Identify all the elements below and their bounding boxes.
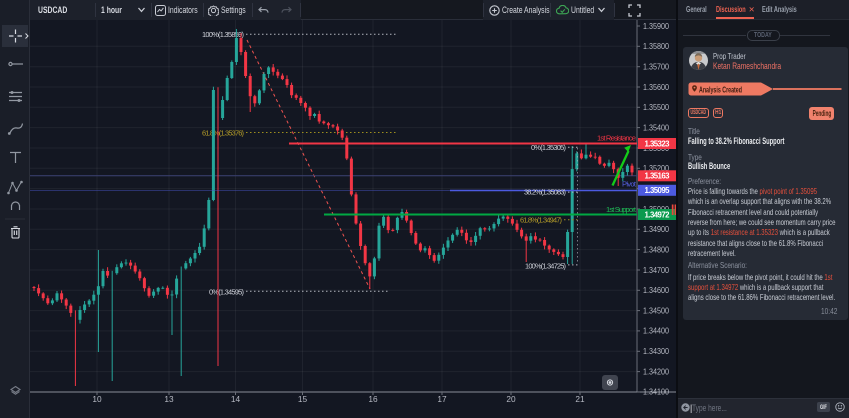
svg-text:1st Support: 1st Support [606, 205, 637, 214]
svg-text:1.35400: 1.35400 [643, 122, 669, 132]
svg-text:38.2%(1.35083): 38.2%(1.35083) [524, 188, 566, 197]
svg-text:15: 15 [298, 394, 308, 404]
svg-text:1.35000: 1.35000 [643, 204, 669, 214]
svg-text:17: 17 [437, 394, 447, 404]
svg-text:1.35163: 1.35163 [645, 172, 671, 181]
svg-text:1.34600: 1.34600 [643, 285, 669, 295]
svg-text:100%(1.34725): 100%(1.34725) [525, 261, 566, 270]
svg-text:1.35900: 1.35900 [643, 21, 669, 31]
svg-text:13: 13 [164, 394, 174, 404]
svg-text:100%(1.35859): 100%(1.35859) [202, 30, 244, 39]
svg-text:61.8%(1.34947): 61.8%(1.34947) [520, 215, 562, 224]
svg-text:1.34200: 1.34200 [643, 366, 669, 376]
svg-text:Analysis Created: Analysis Created [699, 84, 742, 94]
svg-text:1st Resistance: 1st Resistance [597, 134, 636, 143]
svg-text:16: 16 [368, 394, 378, 404]
svg-text:20: 20 [506, 394, 516, 404]
svg-text:0%(1.35305): 0%(1.35305) [531, 143, 566, 152]
svg-text:21: 21 [575, 394, 585, 404]
svg-text:1.34800: 1.34800 [643, 244, 669, 254]
svg-text:1.34300: 1.34300 [643, 346, 669, 356]
svg-text:1.35600: 1.35600 [643, 82, 669, 92]
svg-text:1.34700: 1.34700 [643, 265, 669, 275]
svg-text:1.35200: 1.35200 [643, 163, 669, 173]
svg-text:1.35500: 1.35500 [643, 102, 669, 112]
svg-text:1.34400: 1.34400 [643, 326, 669, 336]
svg-text:1.35323: 1.35323 [645, 139, 671, 148]
svg-text:10: 10 [92, 394, 102, 404]
svg-text:61.8%(1.35376): 61.8%(1.35376) [202, 128, 244, 137]
svg-text:1.34100: 1.34100 [643, 387, 669, 397]
svg-text:1.35700: 1.35700 [643, 62, 669, 72]
svg-text:1.35800: 1.35800 [643, 41, 669, 51]
svg-text:1.34900: 1.34900 [643, 224, 669, 234]
svg-text:14: 14 [231, 394, 241, 404]
svg-text:1.34500: 1.34500 [643, 305, 669, 315]
svg-text:Pivot: Pivot [622, 180, 637, 189]
svg-text:0%(1.34595): 0%(1.34595) [209, 288, 244, 297]
svg-text:1.34972: 1.34972 [645, 210, 671, 219]
svg-text:1.35095: 1.35095 [645, 186, 671, 195]
